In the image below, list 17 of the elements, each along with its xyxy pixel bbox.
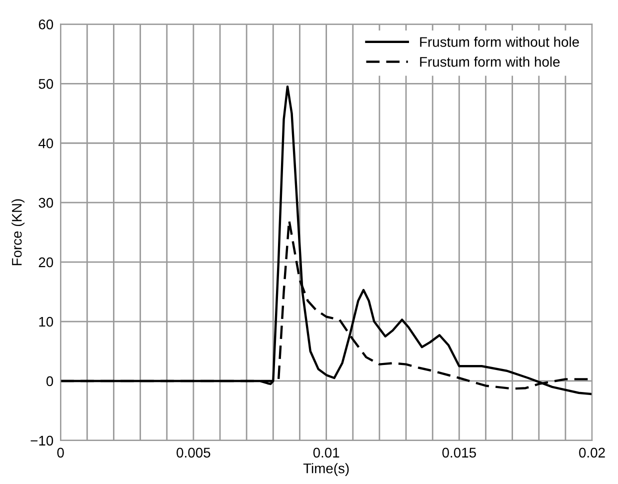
y-tick-label: 0: [46, 376, 54, 386]
y-tick-label: 60: [38, 20, 54, 30]
y-tick-label: 20: [38, 257, 54, 268]
y-tick-label: 50: [38, 78, 54, 89]
y-tick-label: −10: [30, 436, 54, 446]
legend-label: Frustum form with hole: [420, 56, 560, 67]
y-tick-label: 30: [38, 198, 54, 208]
x-tick-label: 0.015: [442, 448, 476, 458]
x-tick-label: 0.01: [313, 448, 340, 458]
x-axis-title: Time(s): [303, 463, 349, 476]
x-tick-label: 0.005: [176, 448, 210, 458]
legend-label: Frustum form without hole: [420, 36, 579, 47]
y-tick-label: 10: [39, 316, 54, 327]
x-tick-label: 0: [57, 448, 64, 458]
y-tick-label: 40: [38, 138, 54, 148]
x-tick-label: 0.02: [579, 448, 605, 458]
y-axis-title: Force (KN): [12, 199, 24, 266]
